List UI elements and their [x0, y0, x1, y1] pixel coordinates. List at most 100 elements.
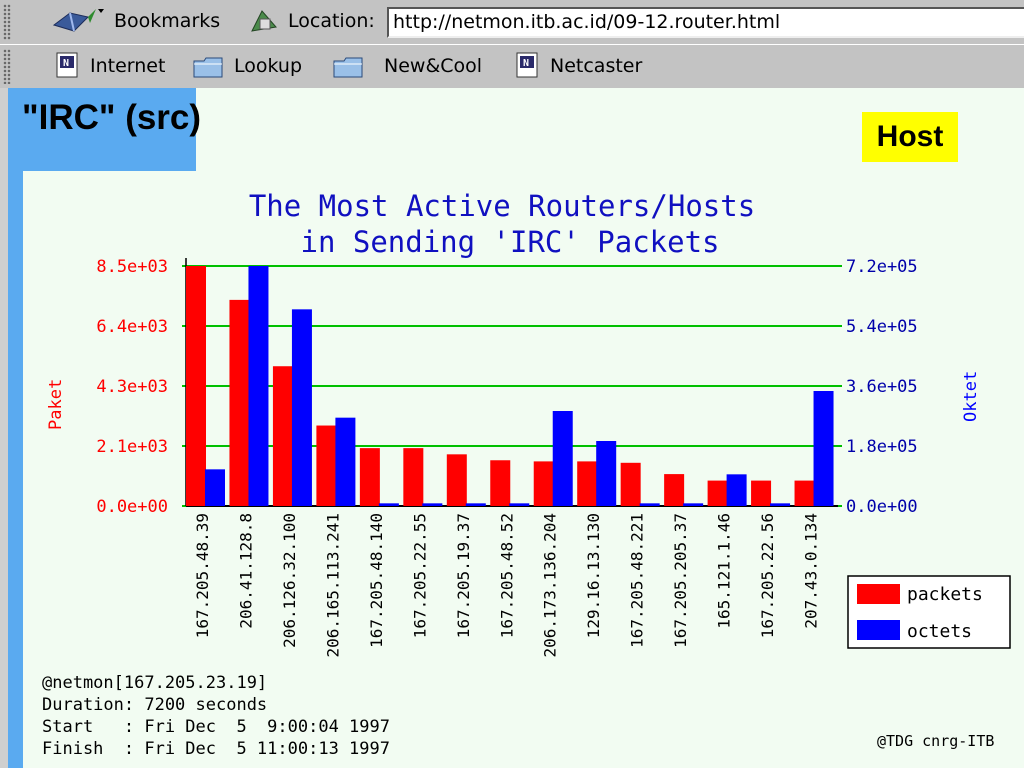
toolbar-grip[interactable] — [3, 49, 11, 84]
toolbar-item-label: Lookup — [234, 55, 303, 77]
left-tick-label: 4.3e+03 — [96, 377, 168, 397]
bar-octets — [465, 503, 486, 506]
left-tick-label: 6.4e+03 — [96, 317, 168, 337]
bookmarks-button[interactable]: Bookmarks — [48, 5, 220, 37]
svg-text:N: N — [63, 58, 69, 69]
chart-subtitle: in Sending 'IRC' Packets — [300, 225, 719, 259]
netscape-doc-icon: N — [56, 52, 78, 78]
bar-packets — [229, 299, 250, 506]
personal-toolbar: N Internet Lookup New&Cool N Netcaster — [0, 44, 1024, 89]
bar-group — [186, 266, 834, 506]
toolbar-item-lookup[interactable]: Lookup — [192, 51, 302, 81]
left-tick-label: 0.0e+00 — [96, 497, 168, 517]
toolbar-item-label: Netcaster — [550, 55, 643, 77]
toolbar-grip[interactable] — [3, 4, 11, 40]
bar-octets — [596, 441, 617, 506]
bar-packets — [272, 366, 293, 506]
bar-packets — [577, 461, 598, 506]
folder-icon — [333, 57, 363, 78]
location-icon — [251, 10, 277, 32]
category-label: 167.205.22.55 — [410, 513, 429, 638]
category-label: 129.16.13.130 — [584, 513, 603, 638]
left-strip — [8, 171, 23, 768]
toolbar-item-internet[interactable]: N Internet — [54, 51, 165, 81]
bar-octets — [639, 503, 660, 506]
category-label: 167.205.48.39 — [193, 513, 212, 638]
legend-label-octets: octets — [907, 621, 972, 642]
footer-host: @netmon[167.205.23.19] — [42, 673, 267, 693]
footer-start: Start : Fri Dec 5 9:00:04 1997 — [42, 717, 390, 737]
bar-octets — [726, 474, 747, 506]
category-label: 167.205.22.56 — [758, 513, 777, 638]
category-label: 206.165.113.241 — [323, 513, 342, 658]
bar-octets — [291, 309, 312, 506]
bar-octets — [509, 503, 530, 506]
y-axis-right-label: Oktet — [961, 371, 981, 422]
bar-packets — [707, 480, 728, 506]
right-tick-label: 3.6e+05 — [846, 377, 918, 397]
bookmarks-label: Bookmarks — [114, 10, 221, 32]
category-labels: 167.205.48.39 206.41.128.8 206.126.32.100 2… — [193, 513, 821, 658]
title-tab — [8, 88, 196, 171]
bar-packets — [186, 266, 206, 506]
legend-swatch-packets — [857, 584, 900, 604]
category-label: 167.205.48.52 — [497, 513, 516, 638]
right-tick-labels: 0.0e+00 1.8e+05 3.6e+05 5.4e+05 7.2e+05 — [846, 257, 918, 517]
right-tick-label: 1.8e+05 — [846, 437, 918, 457]
footer-finish: Finish : Fri Dec 5 11:00:13 1997 — [42, 739, 390, 759]
bar-octets — [813, 391, 834, 506]
folder-icon — [193, 57, 223, 78]
bar-packets — [490, 460, 511, 506]
legend-label-packets: packets — [907, 584, 983, 605]
left-tick-label: 8.5e+03 — [96, 257, 168, 277]
right-tick-label: 7.2e+05 — [846, 257, 918, 277]
right-tick-label: 5.4e+05 — [846, 317, 918, 337]
toolbar-item-label: New&Cool — [384, 55, 483, 77]
bar-packets — [403, 448, 424, 506]
bar-packets — [794, 480, 815, 506]
category-label: 167.205.48.221 — [628, 513, 647, 648]
bar-octets — [378, 503, 399, 506]
bar-packets — [446, 454, 467, 506]
category-label: 167.205.19.37 — [454, 513, 473, 638]
page-content — [0, 88, 1024, 768]
y-axis-left-label: Paket — [46, 379, 66, 430]
bar-octets — [683, 503, 704, 506]
bar-octets — [552, 411, 573, 506]
bar-octets — [205, 469, 225, 506]
toolbar-item-netcaster[interactable]: N Netcaster — [514, 51, 642, 81]
chart-title: The Most Active Routers/Hosts — [249, 189, 755, 223]
category-label: 206.173.136.204 — [541, 513, 560, 658]
toolbar-item-label: Internet — [90, 55, 166, 77]
frame-border — [0, 88, 8, 768]
bar-packets — [359, 448, 380, 506]
url-input[interactable]: http://netmon.itb.ac.id/09-12.router.htm… — [387, 7, 1024, 38]
bar-octets — [248, 266, 269, 506]
left-tick-labels: 0.0e+00 2.1e+03 4.3e+03 6.4e+03 8.5e+03 — [96, 257, 168, 517]
category-label: 206.126.32.100 — [280, 513, 299, 648]
bar-octets — [422, 503, 443, 506]
location-label-group: Location: — [248, 5, 375, 37]
netscape-doc-icon: N — [516, 52, 538, 78]
right-tick-label: 0.0e+00 — [846, 497, 918, 517]
category-label: 167.205.48.140 — [367, 513, 386, 648]
bar-octets — [770, 503, 791, 506]
navigation-toolbar: Bookmarks Location: http://netmon.itb.ac… — [0, 0, 1024, 45]
bookmarks-icon — [52, 9, 104, 32]
page-title: "IRC" (src) — [22, 98, 202, 137]
chart-credit: @TDG cnrg-ITB — [877, 732, 994, 750]
bar-packets — [533, 461, 554, 506]
category-label: 206.41.128.8 — [236, 513, 255, 629]
left-tick-label: 2.1e+03 — [96, 437, 168, 457]
category-label: 167.205.205.37 — [671, 513, 690, 648]
category-label: 207.43.0.134 — [802, 513, 821, 629]
bar-packets — [751, 480, 772, 506]
bar-packets — [620, 462, 641, 506]
toolbar-item-newcool[interactable]: New&Cool — [332, 51, 482, 81]
bar-packets — [316, 425, 337, 506]
host-badge: Host — [862, 112, 958, 162]
footer-duration: Duration: 7200 seconds — [42, 695, 267, 715]
location-label: Location: — [288, 10, 375, 32]
bar-octets — [335, 417, 356, 506]
